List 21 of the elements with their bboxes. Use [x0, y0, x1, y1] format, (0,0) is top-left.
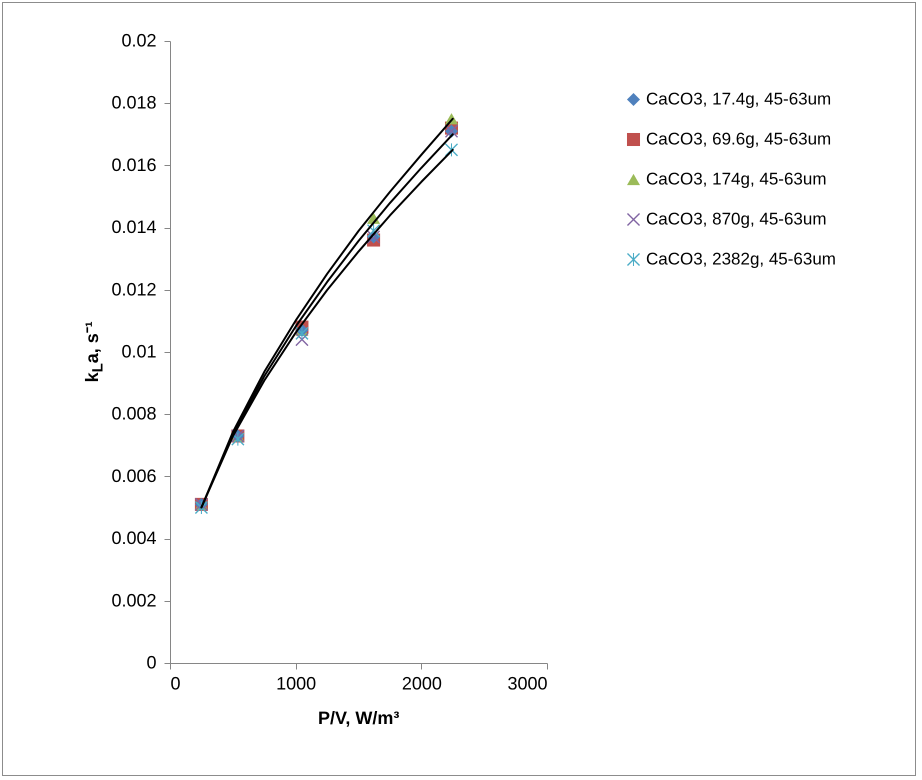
- x-tick-label: 0: [170, 674, 181, 694]
- y-tick-label: 0: [146, 652, 156, 672]
- x-tick-label: 2000: [402, 674, 442, 694]
- legend-label: CaCO3, 69.6g, 45-63um: [646, 130, 832, 148]
- y-tick-label: 0.018: [111, 92, 156, 113]
- y-tick-label: 0.016: [111, 154, 156, 175]
- y-tick-label: 0.012: [111, 279, 156, 300]
- legend-label: CaCO3, 2382g, 45-63um: [646, 250, 836, 268]
- legend-label: CaCO3, 17.4g, 45-63um: [646, 90, 832, 108]
- y-tick-label: 0.02: [121, 30, 156, 50]
- x-tick-label: 1000: [276, 674, 316, 694]
- legend-label: CaCO3, 870g, 45-63um: [646, 210, 826, 228]
- y-tick-label: 0.008: [111, 404, 156, 424]
- y-tick-label: 0.004: [111, 528, 156, 548]
- y-tick-label: 0.01: [121, 342, 156, 362]
- y-tick-label: 0.014: [111, 217, 156, 238]
- x-tick-label: 3000: [507, 674, 548, 694]
- x-axis-title: P/V, W/m³: [318, 708, 400, 729]
- y-tick-label: 0.006: [111, 466, 156, 486]
- y-tick-label: 0.002: [111, 590, 156, 610]
- legend-label: CaCO3, 174g, 45-63um: [646, 170, 826, 188]
